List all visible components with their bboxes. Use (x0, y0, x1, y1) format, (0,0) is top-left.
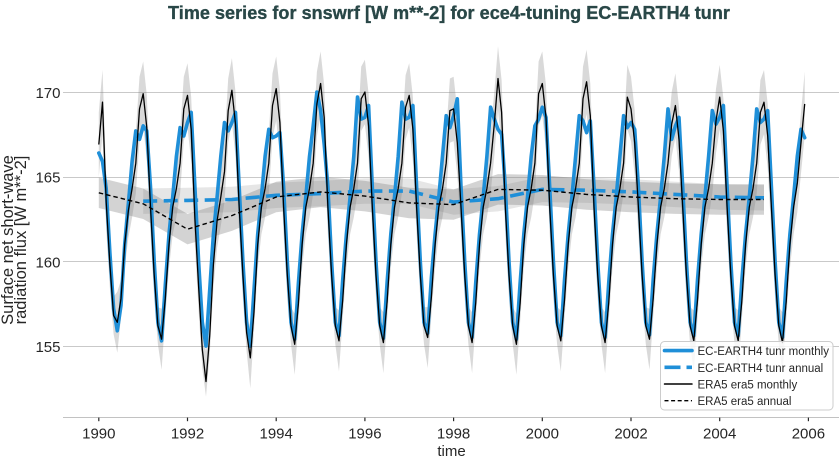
svg-text:EC-EARTH4 tunr annual: EC-EARTH4 tunr annual (698, 363, 824, 375)
svg-text:2004: 2004 (703, 425, 736, 442)
svg-text:160: 160 (35, 254, 60, 271)
svg-text:1998: 1998 (437, 425, 470, 442)
svg-text:ERA5 era5 monthly: ERA5 era5 monthly (698, 380, 798, 392)
svg-text:1994: 1994 (260, 425, 293, 442)
svg-text:2000: 2000 (526, 425, 559, 442)
svg-text:EC-EARTH4 tunr monthly: EC-EARTH4 tunr monthly (698, 346, 830, 358)
svg-text:2002: 2002 (614, 425, 647, 442)
svg-text:155: 155 (35, 339, 60, 356)
svg-text:2006: 2006 (792, 425, 825, 442)
svg-text:170: 170 (35, 85, 60, 102)
svg-text:time: time (437, 443, 465, 457)
svg-text:1990: 1990 (82, 425, 115, 442)
svg-text:165: 165 (35, 170, 60, 187)
svg-text:Time series for snswrf [W m**-: Time series for snswrf [W m**-2] for ece… (168, 3, 730, 23)
svg-text:ERA5 era5 annual: ERA5 era5 annual (698, 396, 792, 408)
svg-text:1992: 1992 (171, 425, 204, 442)
svg-text:Surface net short-waveradiatio: Surface net short-waveradiation flux [W … (0, 155, 30, 325)
svg-text:1996: 1996 (348, 425, 381, 442)
